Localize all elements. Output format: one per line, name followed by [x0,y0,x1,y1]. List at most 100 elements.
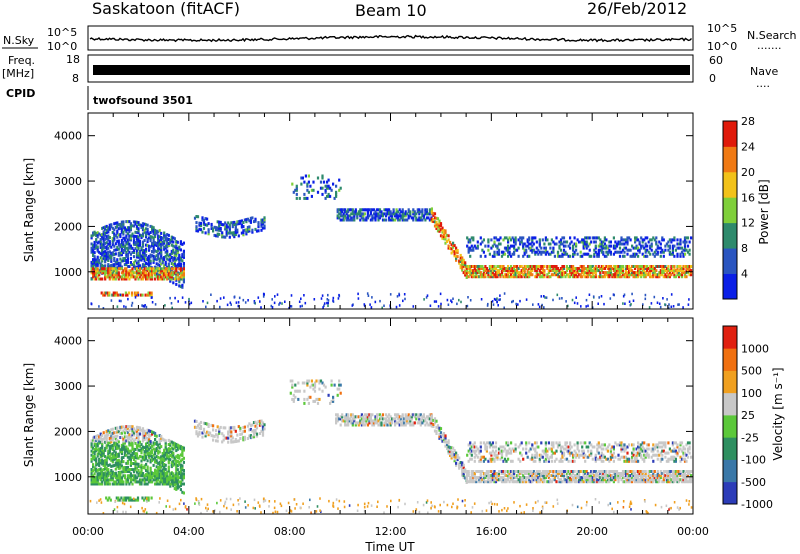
data-cell [436,229,440,233]
data-cell [587,236,590,240]
data-cell [115,293,118,297]
data-cell [181,450,184,453]
data-cell [546,238,549,242]
data-cell [537,303,540,306]
data-cell [572,273,575,277]
data-cell [155,262,158,266]
data-cell [119,464,122,468]
data-cell [175,244,178,248]
data-cell [517,271,520,275]
data-cell [558,244,561,248]
data-cell [134,437,137,441]
data-cell [644,273,647,277]
data-cell [166,474,169,478]
data-cell [335,190,338,194]
data-cell [90,302,93,306]
data-cell [146,482,149,486]
data-cell [561,297,563,300]
data-cell [507,254,510,258]
data-cell [541,269,544,273]
data-cell [129,234,132,238]
data-cell [160,269,163,273]
data-cell [146,231,149,235]
data-cell [117,277,120,281]
data-cell [104,480,107,484]
data-cell [671,265,674,268]
data-cell [240,219,243,223]
data-cell [245,228,248,232]
data-cell [600,275,603,279]
data-cell [339,186,342,190]
data-cell [154,265,157,269]
data-cell [221,223,224,227]
data-cell [152,250,155,254]
data-cell [558,246,561,250]
data-cell [131,429,134,433]
data-cell [662,269,665,273]
data-cell [92,482,95,486]
data-cell [132,240,136,244]
data-cell [422,415,425,419]
data-cell [122,425,125,429]
data-cell [228,225,231,229]
data-cell [113,267,116,271]
data-cell [292,190,295,194]
data-cell [126,425,129,429]
data-cell [134,296,137,299]
data-cell [569,236,572,240]
data-cell [547,476,550,480]
data-cell [151,472,154,476]
data-cell [95,449,98,453]
data-cell [129,478,132,482]
data-cell [224,235,227,239]
data-cell [122,441,125,445]
data-cell [96,271,99,275]
data-cell [170,482,173,486]
data-cell [105,224,108,228]
data-cell [479,275,482,279]
data-cell [143,228,146,232]
data-cell [608,250,611,254]
data-cell [618,267,622,270]
data-cell [345,216,348,220]
data-cell [668,246,671,250]
data-cell [134,222,137,226]
data-cell [143,431,146,435]
data-cell [92,465,95,469]
data-cell [493,269,496,273]
data-cell [433,429,437,433]
data-cell [553,242,556,246]
data-cell [243,429,246,433]
data-cell [623,293,626,296]
data-cell [345,423,348,427]
data-cell [514,238,517,242]
data-cell [131,232,134,236]
data-cell [108,277,111,281]
data-cell [132,220,136,224]
data-cell [113,273,116,277]
data-cell [125,425,128,429]
data-cell [422,419,425,423]
data-cell [116,455,119,458]
data-cell [628,236,631,240]
data-cell [576,302,579,305]
data-cell [132,451,136,455]
data-cell [453,457,456,461]
data-cell [380,417,383,421]
data-cell [462,463,465,467]
data-cell [236,220,239,224]
y-tick-label: 2000 [54,220,82,233]
data-cell [555,265,558,268]
data-cell [656,250,659,254]
data-cell [528,474,531,478]
data-cell [676,273,679,277]
data-cell [129,441,132,445]
data-cell [160,472,163,476]
data-cell [594,250,597,254]
data-cell [148,248,151,252]
data-cell [535,267,538,270]
data-cell [676,267,679,270]
data-cell [458,259,461,263]
data-cell [573,252,576,256]
data-cell [369,415,372,419]
